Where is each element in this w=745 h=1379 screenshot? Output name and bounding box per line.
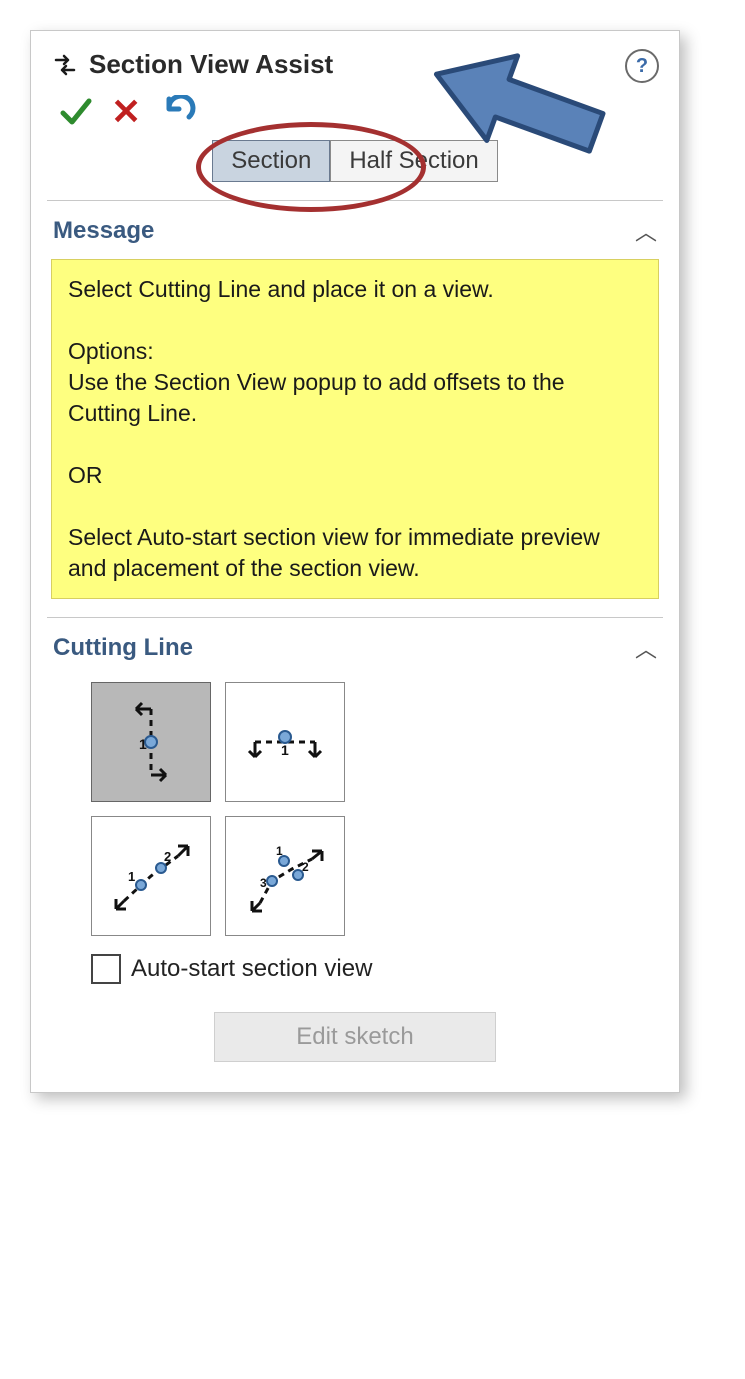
tab-half-section[interactable]: Half Section [330,140,497,182]
auto-start-checkbox[interactable] [91,954,121,984]
auto-start-label: Auto-start section view [131,955,372,983]
message-text: Select Cutting Line and place it on a vi… [51,259,659,599]
svg-text:1: 1 [139,736,147,752]
section-type-tabs: Section Half Section [51,140,659,182]
cutting-line-aligned-three[interactable]: 1 2 3 [225,816,345,936]
cutting-line-group-label: Cutting Line [53,634,193,662]
message-group-header[interactable]: Message ︿ [51,211,659,251]
svg-text:2: 2 [302,860,309,874]
svg-text:3: 3 [260,876,267,890]
auto-start-checkbox-row: Auto-start section view [91,954,659,984]
cancel-button[interactable]: ✕ [111,94,141,130]
cutting-line-options: 1 1 1 2 [91,682,659,936]
property-panel: ? Section View Assist ✕ Section Half Sec… [30,30,680,1093]
cutting-line-horizontal-single[interactable]: 1 [225,682,345,802]
cutting-line-group-header[interactable]: Cutting Line ︿ [51,628,659,668]
tab-section[interactable]: Section [212,140,330,182]
cutting-line-vertical-single[interactable]: 1 [91,682,211,802]
feature-icon [51,51,79,79]
divider [47,200,663,201]
chevron-up-icon: ︿ [635,215,657,247]
undo-button[interactable] [159,95,197,129]
svg-text:1: 1 [128,869,135,884]
message-group-label: Message [53,217,154,245]
confirm-action-row: ✕ [59,94,659,130]
chevron-up-icon: ︿ [635,632,657,664]
ok-button[interactable] [59,95,93,129]
svg-text:1: 1 [276,844,283,858]
edit-sketch-button: Edit sketch [214,1012,496,1062]
divider [47,617,663,618]
panel-titlebar: Section View Assist [51,49,659,80]
panel-title: Section View Assist [89,49,333,80]
svg-text:2: 2 [164,849,171,864]
svg-text:1: 1 [281,742,289,758]
cutting-line-aligned-two[interactable]: 1 2 [91,816,211,936]
help-button[interactable]: ? [625,49,659,83]
